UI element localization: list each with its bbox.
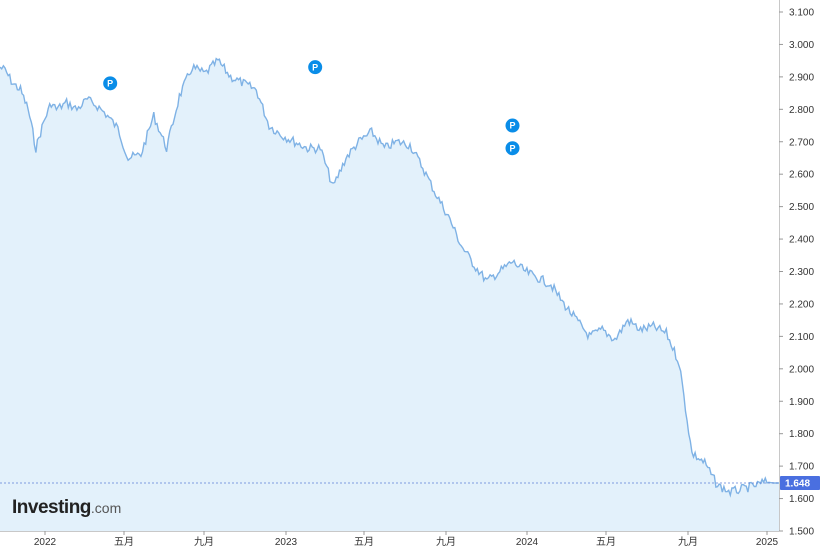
y-tick-label: 2.900	[789, 72, 814, 83]
x-tick-label: 2022	[34, 537, 57, 548]
y-tick-label: 1.900	[789, 397, 814, 408]
x-tick-label: 2025	[756, 537, 779, 548]
x-axis-band	[0, 532, 823, 550]
x-tick-label: 九月	[678, 536, 698, 548]
y-tick-label: 1.600	[789, 494, 814, 505]
y-tick-label: 2.700	[789, 137, 814, 148]
marker-layer: P P P P	[102, 59, 521, 157]
y-tick-label: 2.400	[789, 235, 814, 246]
plot-layer	[0, 57, 779, 531]
y-tick-label: 2.500	[789, 202, 814, 213]
event-marker-label: P	[509, 143, 515, 153]
event-marker-icon[interactable]: P	[504, 140, 521, 157]
y-tick-label: 2.800	[789, 105, 814, 116]
y-tick-label: 2.200	[789, 299, 814, 310]
event-marker-label: P	[107, 79, 113, 89]
brand-suffix: .com	[90, 500, 122, 516]
investing-logo: Investing.com	[12, 497, 121, 519]
x-tick-label: 五月	[596, 536, 616, 548]
y-tick-label: 3.100	[789, 8, 814, 19]
x-tick-label: 九月	[436, 536, 456, 548]
x-tick-label: 九月	[194, 536, 214, 548]
y-tick-label: 1.700	[789, 462, 814, 473]
y-tick-label: 1.500	[789, 527, 814, 538]
x-tick-label: 五月	[354, 536, 374, 548]
price-line	[0, 57, 779, 498]
event-marker-circle[interactable]	[504, 117, 521, 134]
y-tick-label: 2.300	[789, 267, 814, 278]
x-tick-label: 五月	[114, 536, 134, 548]
event-marker-label: P	[312, 62, 318, 72]
brand-name: Investing	[12, 497, 91, 518]
event-marker-icon[interactable]: P	[102, 75, 119, 92]
price-area-fill	[0, 58, 779, 531]
x-tick-label: 2023	[275, 537, 298, 548]
current-price-label: 1.648	[785, 478, 810, 489]
current-price-badge	[780, 475, 820, 490]
event-marker-label: P	[509, 121, 515, 131]
x-tick-label: 2024	[516, 537, 539, 548]
event-marker-circle[interactable]	[504, 140, 521, 157]
y-tick-label: 2.000	[789, 364, 814, 375]
event-marker-icon[interactable]: P	[307, 59, 324, 76]
y-tick-label: 2.100	[789, 332, 814, 343]
y-tick-label: 3.000	[789, 40, 814, 51]
y-tick-label: 1.800	[789, 429, 814, 440]
event-marker-circle[interactable]	[102, 75, 119, 92]
event-marker-icon[interactable]: P	[504, 117, 521, 134]
event-marker-circle[interactable]	[307, 59, 324, 76]
y-tick-label: 2.600	[789, 170, 814, 181]
